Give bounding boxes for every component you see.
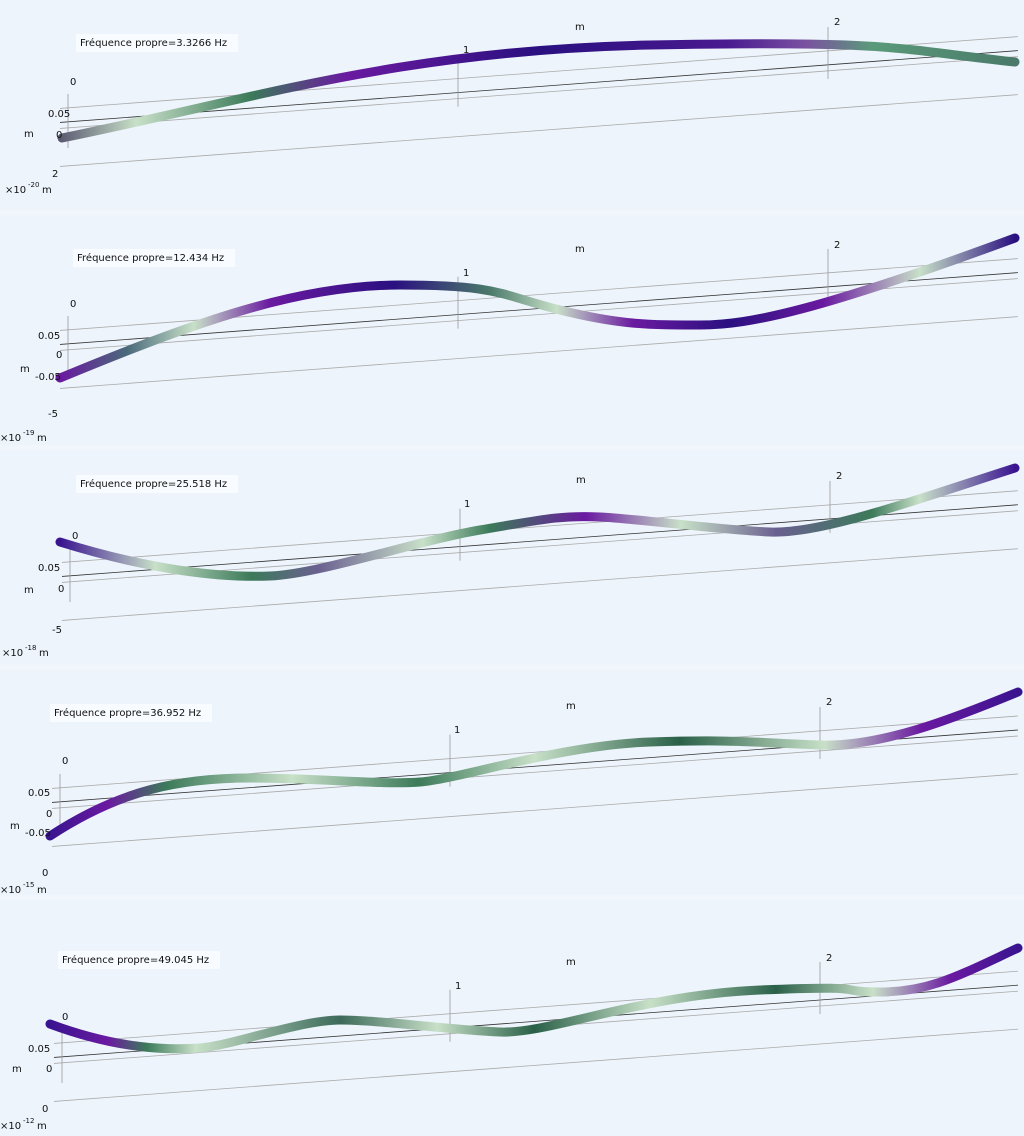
mode-panel: Fréquence propre=49.045 Hz m 1 2 0 0.05 0 0 m ×10… <box>0 900 1024 1136</box>
panel-background <box>0 670 1024 895</box>
y-label: 0 <box>56 130 62 141</box>
beam-shape <box>55 233 1020 383</box>
y-label: 0 <box>70 77 76 88</box>
x-unit: m <box>566 701 576 712</box>
scale-factor: ×10 <box>0 1121 21 1132</box>
panel-title: Fréquence propre=25.518 Hz <box>80 478 227 490</box>
panel-background <box>0 900 1024 1136</box>
y-label: -0.05 <box>25 828 51 839</box>
axis-line <box>51 773 1019 847</box>
scale-factor: ×10 <box>0 433 21 444</box>
x-tick-label: 2 <box>834 17 840 28</box>
x-unit: m <box>566 957 576 968</box>
mode-panel: Fréquence propre=36.952 Hz m 1 2 0 0.05 0 -0.05… <box>0 670 1024 896</box>
y-label: 0 <box>62 1012 68 1023</box>
y-label: -0.05 <box>35 372 61 383</box>
x-unit: m <box>575 22 585 33</box>
scale-unit: m <box>37 885 47 896</box>
axis-line <box>59 50 1019 123</box>
y-label: 0 <box>70 299 76 310</box>
x-tick-label: 1 <box>463 268 469 279</box>
x-tick-label: 1 <box>463 45 469 56</box>
scale-exponent: -20 <box>28 181 39 189</box>
scale-exponent: -18 <box>25 644 36 652</box>
panel-title: Fréquence propre=12.434 Hz <box>77 252 224 264</box>
y-label: 0 <box>62 756 68 767</box>
y-label: 0.05 <box>28 1044 50 1055</box>
y-label: -5 <box>52 625 62 636</box>
axis-line <box>53 1028 1019 1102</box>
scale-unit: m <box>37 1121 47 1132</box>
axis-line <box>59 56 1019 129</box>
axis-line <box>61 490 1019 563</box>
axis-line <box>51 735 1019 809</box>
title-box <box>50 704 212 722</box>
panel-title: Fréquence propre=49.045 Hz <box>62 954 209 966</box>
axis-line <box>61 548 1019 621</box>
scale-unit: m <box>42 185 52 196</box>
panel-title: Fréquence propre=3.3266 Hz <box>80 37 227 49</box>
x-unit: m <box>576 475 586 486</box>
side-unit: m <box>24 129 34 140</box>
panel-background <box>0 0 1024 210</box>
beam-shape <box>55 463 1020 581</box>
mode-panel: Fréquence propre=25.518 Hz m 1 2 0 0.05 0 -5 m ×1… <box>0 450 1024 665</box>
y-label: 0 <box>56 350 62 361</box>
scale-exponent: -19 <box>23 429 34 437</box>
scale-exponent: -12 <box>23 1117 34 1125</box>
y-label: 0 <box>58 584 64 595</box>
axis-line <box>53 970 1019 1044</box>
scale-factor: ×10 <box>0 885 21 896</box>
scale-unit: m <box>37 433 47 444</box>
y-label: 0.05 <box>28 788 50 799</box>
y-label: 0 <box>72 531 78 542</box>
y-label: 0.05 <box>38 331 60 342</box>
x-tick-label: 2 <box>826 953 832 964</box>
x-tick-label: 1 <box>455 981 461 992</box>
x-tick-label: 2 <box>834 240 840 251</box>
title-box <box>76 475 238 493</box>
x-tick-label: 2 <box>826 697 832 708</box>
x-tick-label: 2 <box>836 471 842 482</box>
beam-shape <box>45 687 1023 841</box>
y-label: 0.05 <box>38 563 60 574</box>
x-tick-label: 1 <box>454 725 460 736</box>
mode-panel: Fréquence propre=12.434 Hz m 1 2 0 0.05 0 -0.05… <box>0 215 1024 445</box>
axis-line <box>59 94 1019 167</box>
y-label: 0 <box>42 1104 48 1115</box>
y-label: 0 <box>46 809 52 820</box>
scale-unit: m <box>39 648 49 659</box>
side-unit: m <box>24 585 34 596</box>
axis-line <box>59 316 1019 389</box>
scale-factor: ×10 <box>2 648 23 659</box>
side-unit: m <box>20 364 30 375</box>
title-box <box>73 249 235 267</box>
y-label: 0.05 <box>48 109 70 120</box>
x-unit: m <box>575 244 585 255</box>
axis-line <box>61 510 1019 583</box>
beam-shape <box>45 943 1023 1054</box>
beam-shape <box>57 39 1020 143</box>
scale-exponent: -15 <box>23 881 34 889</box>
x-tick-label: 1 <box>464 499 470 510</box>
title-box <box>58 951 220 969</box>
y-label: -5 <box>48 409 58 420</box>
scale-factor: ×10 <box>5 185 26 196</box>
panel-title: Fréquence propre=36.952 Hz <box>54 707 201 719</box>
y-label: 0 <box>42 868 48 879</box>
y-label: 0 <box>46 1064 52 1075</box>
side-unit: m <box>10 821 20 832</box>
y-label: 2 <box>52 169 58 180</box>
side-unit: m <box>12 1064 22 1075</box>
title-box <box>76 34 238 52</box>
mode-panel: Fréquence propre=3.3266 Hzm1200.0502m×10… <box>0 0 1024 210</box>
